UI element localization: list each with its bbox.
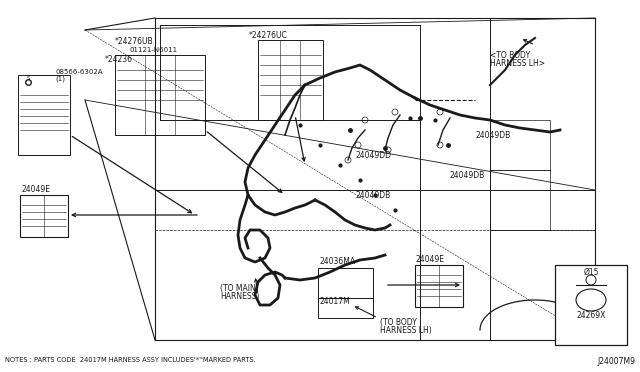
Text: 01121-N6011: 01121-N6011	[130, 47, 178, 53]
Text: *24276UC: *24276UC	[248, 31, 287, 39]
Text: HARNESS LH): HARNESS LH)	[380, 326, 432, 334]
Text: 24036MA: 24036MA	[320, 257, 356, 266]
Bar	[20, 195, 68, 237]
Text: (1): (1)	[55, 76, 65, 82]
Text: 08566-6302A: 08566-6302A	[55, 69, 102, 75]
Text: 24049DD: 24049DD	[355, 151, 391, 160]
Text: 24049DB: 24049DB	[450, 170, 485, 180]
Bar	[318, 268, 373, 298]
Text: S: S	[26, 77, 29, 81]
Text: J24007M9: J24007M9	[597, 357, 635, 366]
Text: 24049E: 24049E	[22, 186, 51, 195]
Text: HARNESS LH>: HARNESS LH>	[490, 58, 545, 67]
Text: *24276UB: *24276UB	[115, 38, 154, 46]
Text: NOTES : PARTS CODE  24017M HARNESS ASSY INCLUDES'*''MARKED PARTS.: NOTES : PARTS CODE 24017M HARNESS ASSY I…	[5, 357, 256, 363]
Bar	[490, 170, 550, 230]
Text: 24269X: 24269X	[576, 311, 605, 320]
Text: 24049DB: 24049DB	[355, 190, 390, 199]
Bar	[415, 265, 463, 307]
Text: Ø15: Ø15	[583, 267, 599, 276]
Text: 24017M: 24017M	[320, 298, 351, 307]
Text: (TO BODY: (TO BODY	[380, 317, 417, 327]
Bar	[318, 298, 373, 318]
Bar	[18, 75, 70, 155]
Bar	[555, 265, 627, 345]
Text: 24049DB: 24049DB	[475, 131, 510, 140]
Text: 24049E: 24049E	[415, 256, 444, 264]
Text: *24236: *24236	[105, 55, 133, 64]
Bar	[490, 120, 550, 170]
Bar	[115, 55, 205, 135]
Text: HARNESS): HARNESS)	[220, 292, 259, 301]
Bar	[258, 40, 323, 120]
Text: <TO BODY: <TO BODY	[490, 51, 530, 60]
Text: (TO MAIN: (TO MAIN	[220, 283, 256, 292]
